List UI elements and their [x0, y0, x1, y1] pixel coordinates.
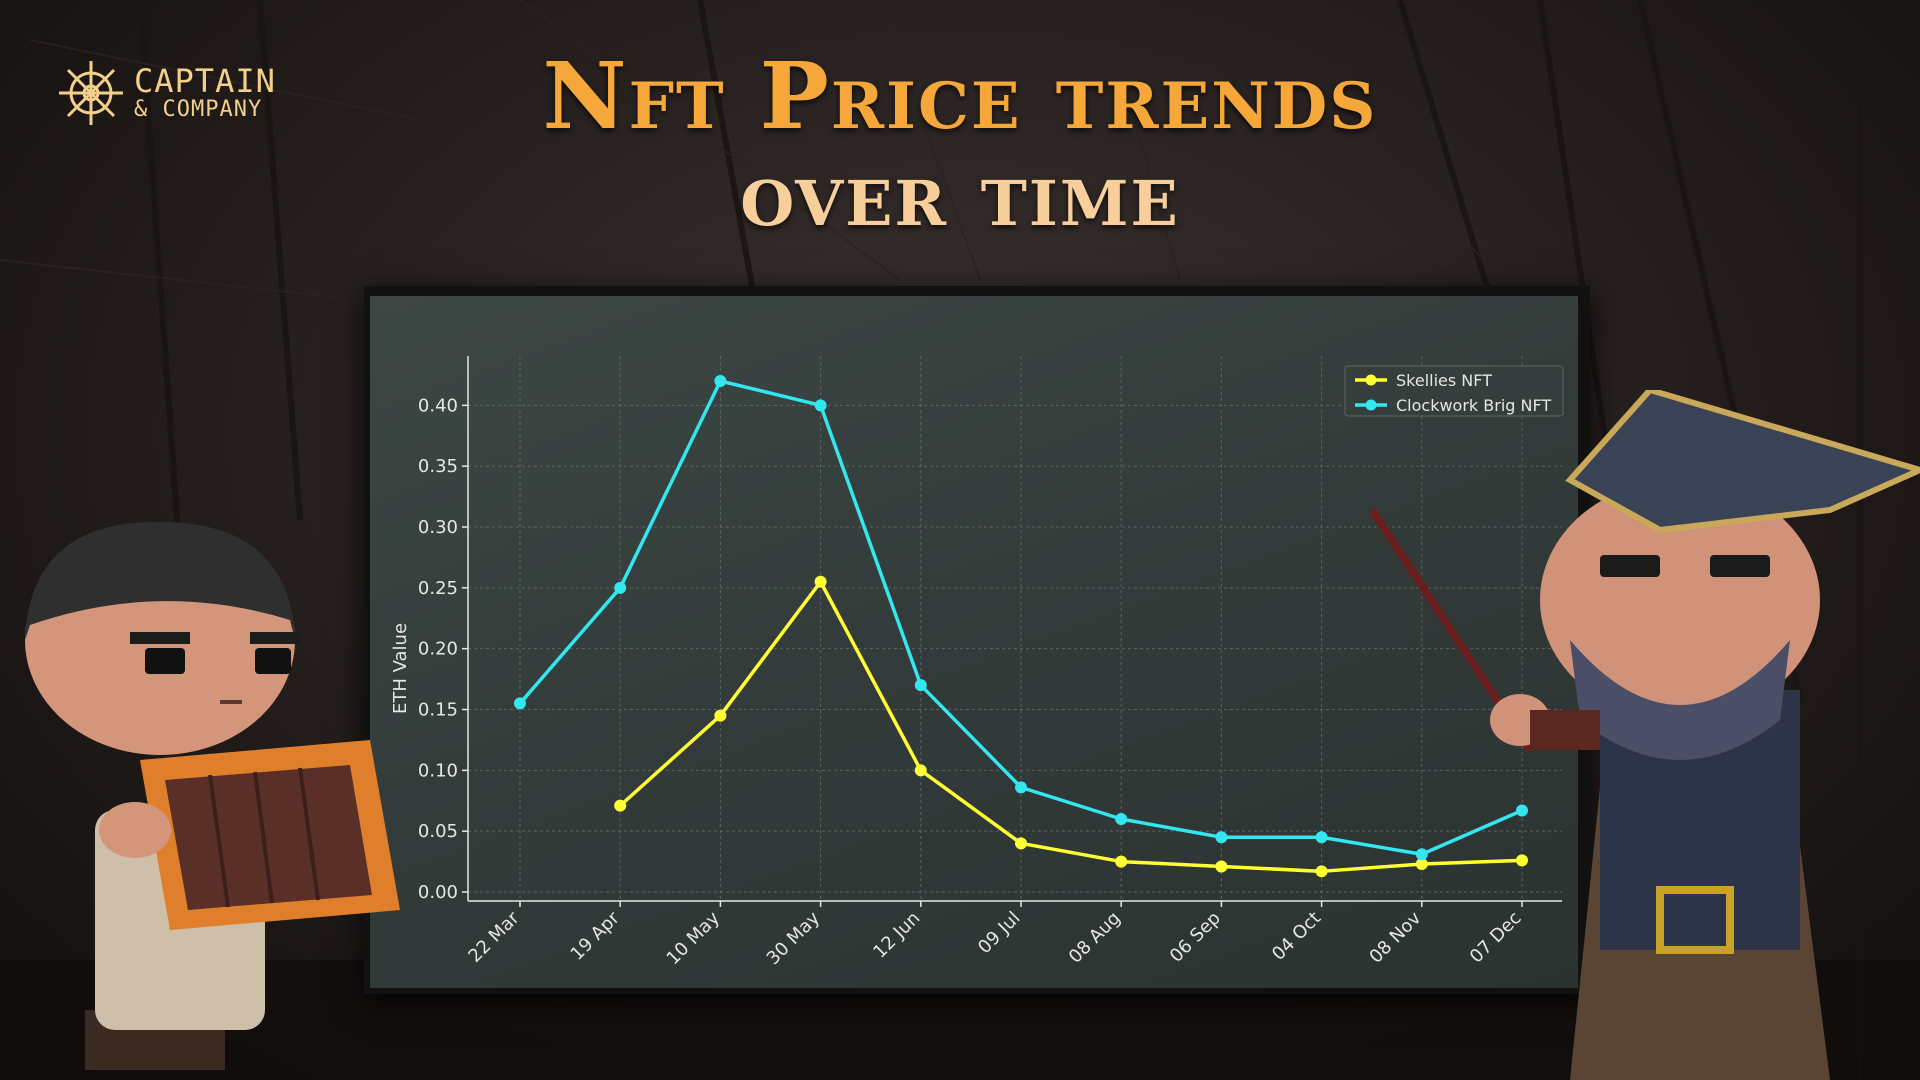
x-tick-label: 09 Jul: [974, 908, 1024, 958]
data-point: [814, 575, 827, 588]
data-point: [714, 375, 727, 387]
y-tick-label: 0.35: [418, 456, 458, 477]
line-chart: 0.00 0.05 0.10 0.15 0.20 0.25 0.30 0.35 0.40 22 M…: [390, 356, 1564, 969]
y-tick-label: 0.20: [418, 639, 458, 660]
y-tick-label: 0.25: [418, 578, 458, 599]
data-point: [514, 697, 526, 710]
ship-wheel-icon: [59, 61, 123, 125]
data-point: [1115, 813, 1128, 825]
y-tick-label: 0.05: [418, 821, 458, 842]
data-point: [1215, 831, 1228, 844]
chart-legend: Skellies NFT Clockwork Brig NFT: [1344, 365, 1564, 417]
y-tick-label: 0.00: [418, 882, 458, 903]
legend-label: Clockwork Brig NFT: [1396, 396, 1551, 415]
legend-box: [1344, 365, 1564, 417]
data-point: [1516, 854, 1528, 867]
data-point: [1215, 860, 1228, 873]
data-point: [1015, 837, 1027, 850]
data-point: [814, 399, 827, 412]
data-point: [1315, 865, 1328, 878]
logo-line-2: & COMPANY: [134, 97, 263, 122]
data-point: [914, 764, 927, 777]
y-tick-label: 0.15: [418, 700, 458, 721]
data-point: [914, 679, 927, 692]
y-axis-label: ETH Value: [390, 623, 411, 714]
page-title-line-2: over time: [740, 142, 1180, 246]
x-tick-label: 08 Aug: [1065, 908, 1125, 968]
x-tick-label: 04 Oct: [1268, 908, 1325, 965]
data-point: [1115, 855, 1128, 868]
data-point: [1516, 804, 1528, 817]
x-tick-label: 19 Apr: [567, 907, 625, 965]
x-tick-label: 10 May: [663, 907, 725, 969]
data-point: [1415, 858, 1428, 871]
x-tick-label: 06 Sep: [1166, 908, 1225, 967]
page-title-line-1: Nft Price trends: [542, 42, 1378, 150]
legend-marker: [1365, 374, 1377, 386]
legend-label: Skellies NFT: [1396, 371, 1492, 390]
chart-panel: 0.00 0.05 0.10 0.15 0.20 0.25 0.30 0.35 0.40 22 M…: [370, 296, 1578, 988]
y-tick-label: 0.40: [418, 395, 458, 416]
legend-marker: [1365, 399, 1377, 411]
pirate-captain-illustration: [1368, 390, 1920, 1080]
data-point: [1015, 781, 1027, 794]
y-tick-label: 0.10: [418, 760, 458, 781]
sailor-with-crate-illustration: [25, 521, 400, 1070]
x-tick-label: 30 May: [763, 907, 825, 969]
series-line-0: [619, 580, 1523, 874]
captain-company-logo: CAPTAIN & COMPANY: [56, 58, 276, 128]
data-point: [1315, 831, 1328, 844]
logo-line-1: CAPTAIN: [134, 62, 276, 100]
y-tick-label: 0.30: [418, 517, 458, 538]
x-tick-label: 12 Jun: [869, 908, 924, 963]
data-point: [614, 581, 627, 594]
data-point: [714, 709, 727, 722]
x-tick-label: 22 Mar: [464, 907, 524, 967]
data-point: [1415, 848, 1428, 861]
data-point: [614, 799, 627, 812]
